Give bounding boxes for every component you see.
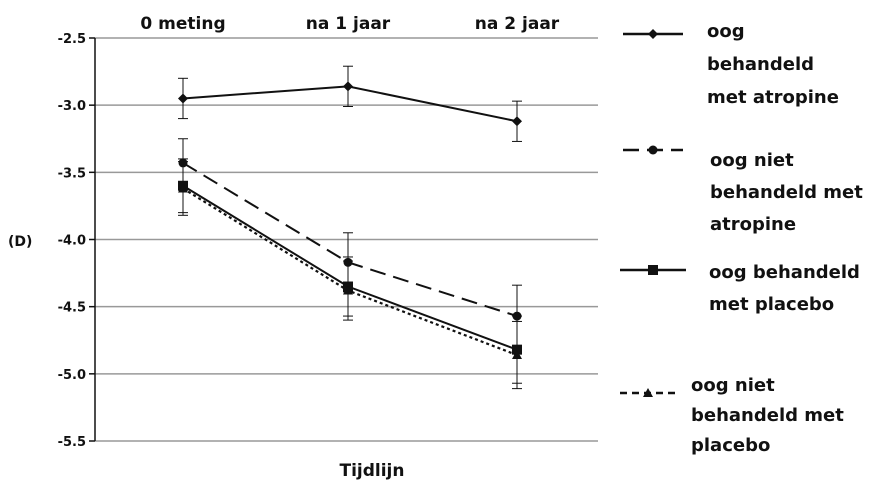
series-line: [182, 184, 518, 351]
x-ticks: 0 meting na 1 jaar na 2 jaar: [140, 14, 559, 34]
data-point: [178, 183, 188, 193]
y-tick-label: -5.5: [58, 435, 86, 450]
data-point: [178, 158, 188, 168]
legend-label: behandeld met: [691, 405, 844, 426]
data-point: [512, 344, 522, 355]
grid: [89, 37, 598, 442]
y-axis-label: (D): [8, 234, 32, 250]
legend-marker: [643, 388, 653, 397]
y-tick-label: -3.0: [58, 99, 86, 114]
y-tick-label: -4.5: [58, 301, 86, 316]
y-tick-label: -3.5: [58, 166, 86, 181]
legend-label: placebo: [691, 435, 770, 456]
x-tick-label: na 1 jaar: [306, 14, 391, 34]
error-bars: [178, 65, 522, 390]
legend-label: met placebo: [709, 294, 834, 315]
legend-label: met atropine: [707, 87, 839, 108]
legend-label: oog: [707, 21, 745, 42]
legend-label: behandeld met: [710, 182, 863, 203]
legend-marker: [648, 145, 658, 155]
legend: oog behandeld met atropine oog niet behandel…: [620, 21, 863, 456]
data-point: [512, 311, 522, 321]
legend-label: oog behandeld: [709, 262, 860, 283]
y-tick-label: -2.5: [58, 32, 86, 47]
x-tick-label: na 2 jaar: [475, 14, 560, 34]
legend-marker: [648, 29, 658, 39]
legend-label: oog niet: [691, 375, 775, 396]
data-point: [512, 116, 522, 127]
legend-marker: [648, 265, 658, 275]
series-line: [182, 85, 518, 123]
y-ticks: -2.5 -3.0 -3.5 -4.0 -4.5 -5.0 -5.5: [58, 32, 86, 450]
data-point: [343, 285, 353, 295]
data-point: [512, 350, 522, 360]
y-tick-label: -4.0: [58, 234, 86, 249]
legend-label: oog niet: [710, 150, 794, 171]
legend-label: behandeld: [707, 54, 814, 75]
y-tick-label: -5.0: [58, 368, 86, 383]
data-point: [343, 81, 353, 92]
data-point: [343, 257, 353, 267]
x-axis-label: Tijdlijn: [339, 461, 404, 481]
series-lines: [182, 85, 518, 357]
x-tick-label: 0 meting: [140, 14, 225, 34]
data-point: [178, 93, 188, 104]
series-markers: [178, 81, 522, 360]
legend-label: atropine: [710, 214, 796, 235]
